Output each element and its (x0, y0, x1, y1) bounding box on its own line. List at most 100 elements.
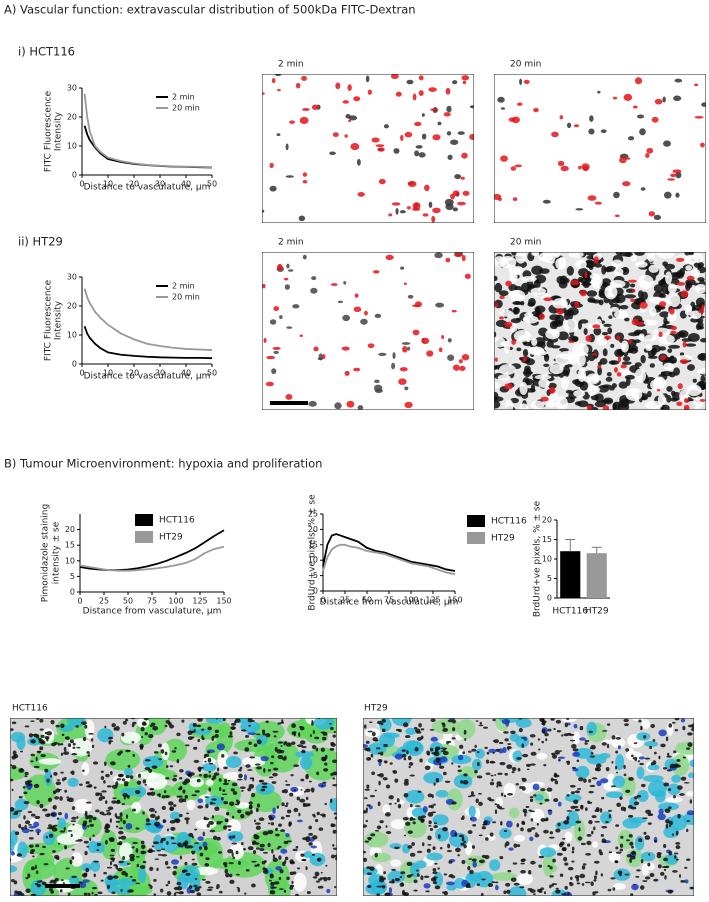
texture (118, 773, 124, 777)
texture (201, 735, 204, 740)
texture (470, 817, 473, 820)
texture (283, 889, 287, 893)
texture (247, 732, 257, 736)
texture (232, 856, 236, 860)
texture (197, 738, 201, 743)
texture (231, 842, 238, 845)
texture (553, 798, 559, 803)
texture (399, 367, 408, 372)
texture (551, 883, 554, 887)
texture (123, 795, 126, 800)
texture (407, 181, 415, 185)
texture (613, 868, 631, 881)
texture (463, 844, 467, 849)
texture (680, 290, 689, 298)
texture (363, 744, 369, 748)
texture (468, 750, 472, 753)
texture (92, 761, 99, 765)
texture (603, 323, 612, 327)
texture (660, 871, 665, 876)
texture (192, 852, 195, 855)
texture (335, 82, 341, 90)
texture (490, 774, 494, 777)
texture (260, 756, 269, 762)
texture (55, 781, 62, 786)
texture (445, 881, 455, 886)
texture (329, 151, 336, 155)
texture (541, 729, 546, 734)
texture (264, 859, 290, 893)
texture (55, 788, 61, 793)
texture (697, 368, 706, 375)
texture (499, 309, 513, 317)
texture (639, 885, 645, 890)
texture (309, 734, 312, 738)
texture (638, 838, 643, 843)
texture (610, 306, 619, 312)
texture (89, 823, 94, 827)
texture (438, 765, 445, 769)
texture (289, 120, 295, 124)
texture (633, 742, 638, 745)
texture (489, 832, 494, 837)
texture (505, 882, 511, 887)
texture (30, 753, 35, 757)
texture (683, 782, 690, 784)
texture (300, 789, 303, 791)
texture (521, 820, 525, 825)
texture (585, 852, 592, 856)
texture (602, 730, 608, 732)
texture (255, 782, 275, 795)
texture (161, 854, 168, 857)
texture (30, 849, 36, 853)
texture (574, 808, 580, 812)
texture (88, 733, 94, 735)
texture (682, 341, 687, 348)
texture (640, 354, 646, 364)
texture (563, 820, 570, 825)
texture (594, 860, 600, 864)
texture (391, 202, 401, 206)
texture (591, 353, 597, 356)
texture (149, 885, 153, 890)
texture (474, 744, 477, 748)
texture (154, 810, 157, 814)
texture (675, 858, 679, 861)
texture (670, 325, 677, 331)
texture (403, 892, 410, 896)
texture (324, 802, 328, 806)
texture (141, 722, 147, 726)
texture (232, 791, 238, 795)
texture (292, 871, 297, 875)
texture (156, 793, 161, 797)
texture (412, 207, 421, 211)
texture (272, 346, 281, 350)
texture (135, 855, 140, 858)
texture (302, 179, 308, 184)
texture (615, 753, 625, 771)
texture (663, 868, 667, 872)
texture (367, 836, 372, 841)
texture (292, 304, 300, 309)
texture (266, 355, 276, 360)
texture (105, 773, 110, 778)
x-tick-label: 75 (147, 597, 157, 606)
texture (19, 750, 24, 753)
texture (255, 807, 259, 813)
texture (420, 815, 426, 819)
y-tick-label: 0 (70, 588, 75, 597)
texture (673, 852, 679, 855)
texture (600, 129, 607, 133)
texture (600, 833, 604, 837)
y-tick-label: 15 (542, 535, 552, 544)
texture (602, 348, 608, 357)
texture (35, 870, 39, 875)
texture (382, 804, 391, 815)
texture (462, 80, 467, 85)
texture (446, 849, 452, 853)
texture (457, 765, 461, 768)
texture (394, 753, 403, 760)
texture (160, 749, 165, 754)
texture (407, 755, 412, 761)
texture (279, 869, 284, 874)
